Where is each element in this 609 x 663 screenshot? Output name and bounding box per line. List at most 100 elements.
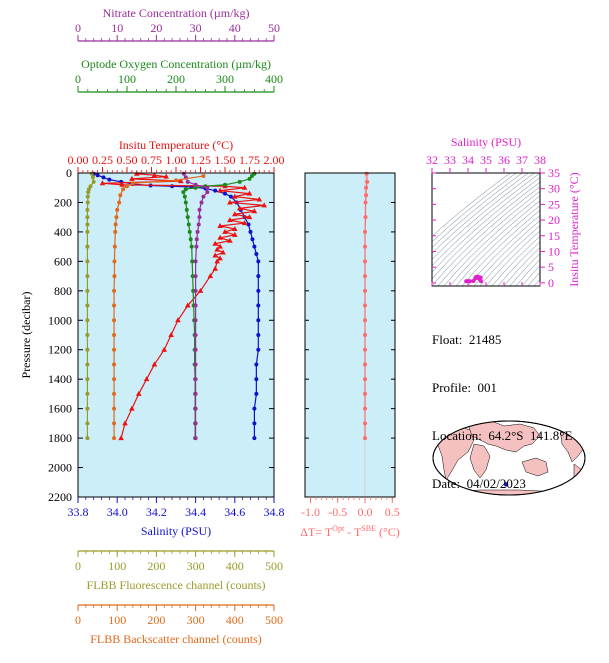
temperature-axis: 0.00 0.25 0.50 0.75 1.00 1.25 1.50 1.75 2.00 Insi… bbox=[68, 138, 285, 173]
backscatter-point bbox=[115, 207, 120, 212]
nitrate-point bbox=[197, 207, 202, 212]
salinity-point bbox=[250, 237, 255, 242]
backscatter-tick-label: 500 bbox=[265, 613, 283, 627]
nitrate-tick-label: 20 bbox=[150, 21, 162, 35]
temperature-axis-label: Insitu Temperature (°C) bbox=[119, 138, 233, 152]
temperature-point bbox=[227, 217, 233, 223]
float-id: Float: 21485 bbox=[432, 332, 502, 347]
temperature-tick-label: 0.25 bbox=[92, 153, 113, 167]
salinity-axis-label: Salinity (PSU) bbox=[141, 524, 211, 538]
temperature-point bbox=[214, 246, 220, 252]
delta-t-point bbox=[363, 215, 368, 220]
nitrate-point bbox=[205, 185, 210, 190]
oxygen-point bbox=[237, 179, 242, 184]
float-location-marker bbox=[503, 482, 509, 487]
isopycnal-contour bbox=[503, 247, 540, 286]
nitrate-point bbox=[194, 244, 199, 249]
isopycnal-contour bbox=[467, 215, 540, 286]
nitrate-point bbox=[199, 200, 204, 205]
isopycnal-contour bbox=[432, 186, 540, 286]
temperature-point bbox=[168, 332, 174, 337]
ts-x-tick-label: 38 bbox=[534, 153, 546, 167]
salinity-point bbox=[252, 436, 257, 441]
salinity-point bbox=[252, 244, 257, 249]
delta-t-point bbox=[363, 318, 367, 323]
backscatter-point bbox=[112, 288, 117, 293]
temperature-point bbox=[151, 172, 158, 178]
fluorescence-point bbox=[85, 421, 90, 426]
ts-x-tick-label: 37 bbox=[516, 153, 528, 167]
temperature-point bbox=[184, 302, 191, 308]
salinity-point bbox=[252, 406, 257, 411]
temperature-point bbox=[217, 255, 223, 261]
fluorescence-point bbox=[91, 179, 96, 184]
fluorescence-tick-label: 100 bbox=[108, 559, 126, 573]
fluorescence-point bbox=[85, 303, 90, 308]
isopycnal-contour bbox=[449, 200, 540, 286]
salinity-point bbox=[246, 222, 251, 227]
isopycnal-contour bbox=[455, 205, 540, 286]
temperature-point bbox=[217, 187, 223, 193]
fluorescence-point bbox=[89, 171, 94, 176]
backscatter-tick-label: 0 bbox=[75, 613, 81, 627]
isopycnal-contour bbox=[515, 259, 540, 286]
oxygen-point bbox=[186, 222, 191, 227]
fluorescence-point bbox=[85, 194, 90, 199]
nitrate-point bbox=[205, 190, 210, 195]
backscatter-point bbox=[113, 222, 118, 227]
ts-y-tick-label: 5 bbox=[548, 260, 554, 274]
isopycnal-contour bbox=[432, 181, 540, 280]
nitrate-tick-label: 50 bbox=[268, 21, 280, 35]
oxygen-point bbox=[190, 274, 195, 279]
delta-t-tick-label: 0.5 bbox=[385, 505, 400, 519]
temperature-point bbox=[143, 376, 150, 382]
fluorescence-point bbox=[85, 391, 90, 396]
ts-y-tick-label: 10 bbox=[548, 244, 560, 258]
oxygen-tick-label: 400 bbox=[265, 72, 283, 86]
delta-t-axis: -1.0 -0.5 0.0 0.5 bbox=[301, 172, 400, 519]
nitrate-point bbox=[201, 194, 206, 199]
ts-y-tick-label: 0 bbox=[548, 276, 554, 290]
profile-number: Profile: 001 bbox=[432, 380, 497, 395]
ts-series bbox=[464, 274, 483, 284]
nitrate-point bbox=[193, 421, 198, 426]
delta-t-point bbox=[363, 274, 367, 279]
isopycnal-contour bbox=[432, 173, 523, 248]
backscatter-point bbox=[117, 200, 122, 205]
fluorescence-point bbox=[90, 175, 95, 180]
map-outline bbox=[432, 420, 586, 496]
ts-y-tick-label: 15 bbox=[548, 229, 560, 243]
oxygen-point bbox=[185, 215, 190, 220]
backscatter-tick-label: 200 bbox=[147, 613, 165, 627]
temperature-point bbox=[220, 249, 226, 255]
oxygen-point bbox=[189, 244, 194, 249]
temperature-point bbox=[119, 181, 125, 187]
nitrate-point bbox=[194, 237, 199, 242]
temperature-point bbox=[246, 190, 253, 196]
delta-t-point bbox=[363, 229, 367, 234]
isopycnal-contour bbox=[497, 241, 540, 286]
ts-x-tick-label: 36 bbox=[498, 153, 510, 167]
pressure-tick-label: 1000 bbox=[48, 313, 72, 327]
temperature-point bbox=[236, 205, 243, 211]
backscatter-point bbox=[112, 318, 117, 323]
ts-y-tick-label: 30 bbox=[548, 182, 560, 196]
nitrate-axis: 0 10 20 30 40 50 Nitrate Concentration (µm/kg) bbox=[75, 6, 280, 42]
fluorescence-tick-label: 200 bbox=[147, 559, 165, 573]
isopycnal-contour bbox=[521, 265, 540, 286]
nitrate-point bbox=[193, 436, 198, 441]
isopycnal-contour bbox=[432, 173, 540, 267]
map-landmass bbox=[469, 443, 491, 479]
isopycnal-contour bbox=[432, 173, 517, 243]
backscatter-point bbox=[121, 187, 126, 192]
oxygen-tick-label: 0 bbox=[75, 72, 81, 86]
delta-t-point bbox=[363, 421, 367, 426]
nitrate-point bbox=[193, 274, 198, 279]
nitrate-tick-label: 30 bbox=[190, 21, 202, 35]
oxygen-tick-label: 100 bbox=[118, 72, 136, 86]
ts-x-tick-label: 32 bbox=[426, 153, 438, 167]
temperature-point bbox=[122, 420, 128, 426]
temperature-tick-label: 0.00 bbox=[68, 153, 89, 167]
